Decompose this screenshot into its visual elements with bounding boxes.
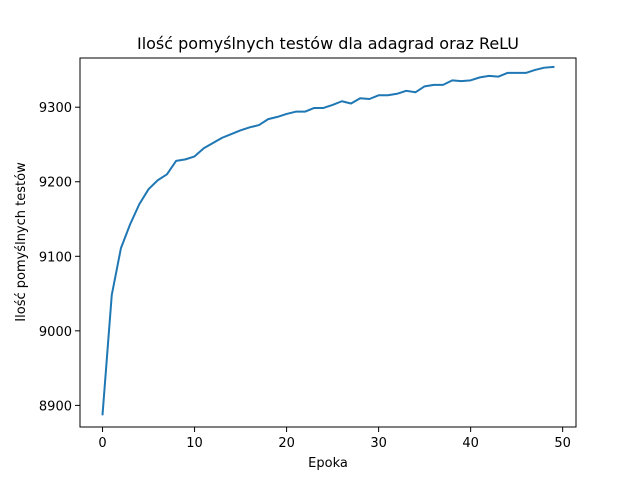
- y-tick-label: 9200: [39, 176, 72, 191]
- y-tick-label: 9000: [39, 325, 72, 340]
- series-line: [101, 65, 555, 416]
- x-tick-label: 10: [186, 436, 203, 451]
- y-axis-label: Ilość pomyślnych testów: [14, 162, 29, 322]
- chart-title: Ilość pomyślnych testów dla adagrad oraz…: [137, 34, 519, 53]
- x-tick-label: 0: [98, 436, 106, 451]
- x-tick-label: 50: [554, 436, 571, 451]
- y-tick-label: 9100: [39, 250, 72, 265]
- y-tick-label: 9300: [39, 101, 72, 116]
- x-tick-label: 40: [462, 436, 479, 451]
- y-tick-label: 8900: [39, 399, 72, 414]
- x-tick-label: 20: [278, 436, 295, 451]
- axis-ticks: 0 10 20 30 40 50 8900 9000 9100 9200 9300: [39, 101, 571, 451]
- x-tick-label: 30: [370, 436, 387, 451]
- plot-frame: [79, 57, 577, 428]
- x-axis-label: Epoka: [308, 456, 348, 471]
